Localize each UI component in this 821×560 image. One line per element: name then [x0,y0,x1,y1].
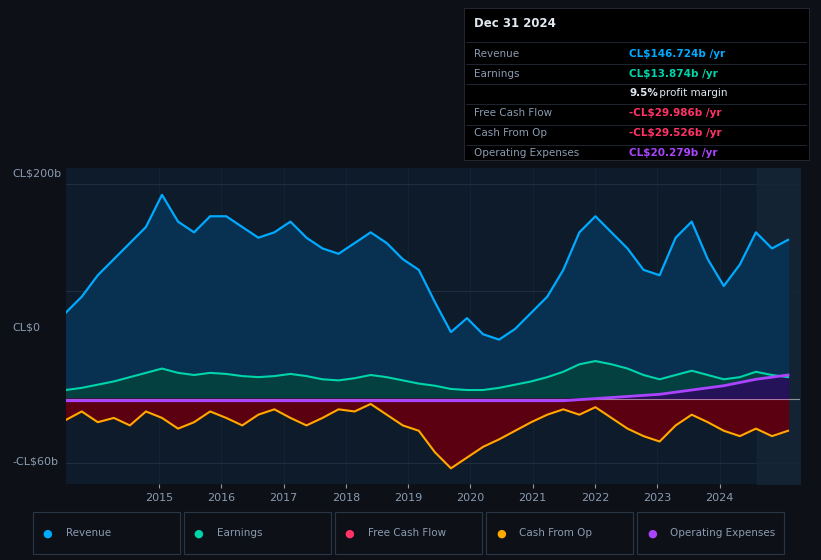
Text: Free Cash Flow: Free Cash Flow [475,109,553,119]
Text: ●: ● [496,529,506,538]
Text: Earnings: Earnings [217,529,262,538]
Text: -CL$29.526b /yr: -CL$29.526b /yr [630,128,722,138]
Text: ●: ● [43,529,53,538]
Text: Operating Expenses: Operating Expenses [475,148,580,158]
Text: CL$146.724b /yr: CL$146.724b /yr [630,49,726,59]
Text: ●: ● [647,529,657,538]
Text: ●: ● [345,529,355,538]
Text: -CL$29.986b /yr: -CL$29.986b /yr [630,109,722,119]
Text: 9.5%: 9.5% [630,88,658,98]
Text: profit margin: profit margin [656,88,727,98]
Text: CL$0: CL$0 [12,323,40,333]
Text: Cash From Op: Cash From Op [519,529,592,538]
Text: Operating Expenses: Operating Expenses [670,529,775,538]
Text: Dec 31 2024: Dec 31 2024 [475,17,556,30]
Text: ●: ● [194,529,204,538]
Text: Revenue: Revenue [475,49,520,59]
Text: Free Cash Flow: Free Cash Flow [368,529,446,538]
Text: Cash From Op: Cash From Op [475,128,548,138]
Text: CL$200b: CL$200b [12,169,62,179]
Text: Revenue: Revenue [66,529,111,538]
Text: -CL$60b: -CL$60b [12,457,58,467]
Text: CL$20.279b /yr: CL$20.279b /yr [630,148,718,158]
Text: Earnings: Earnings [475,69,520,79]
Text: CL$13.874b /yr: CL$13.874b /yr [630,69,718,79]
